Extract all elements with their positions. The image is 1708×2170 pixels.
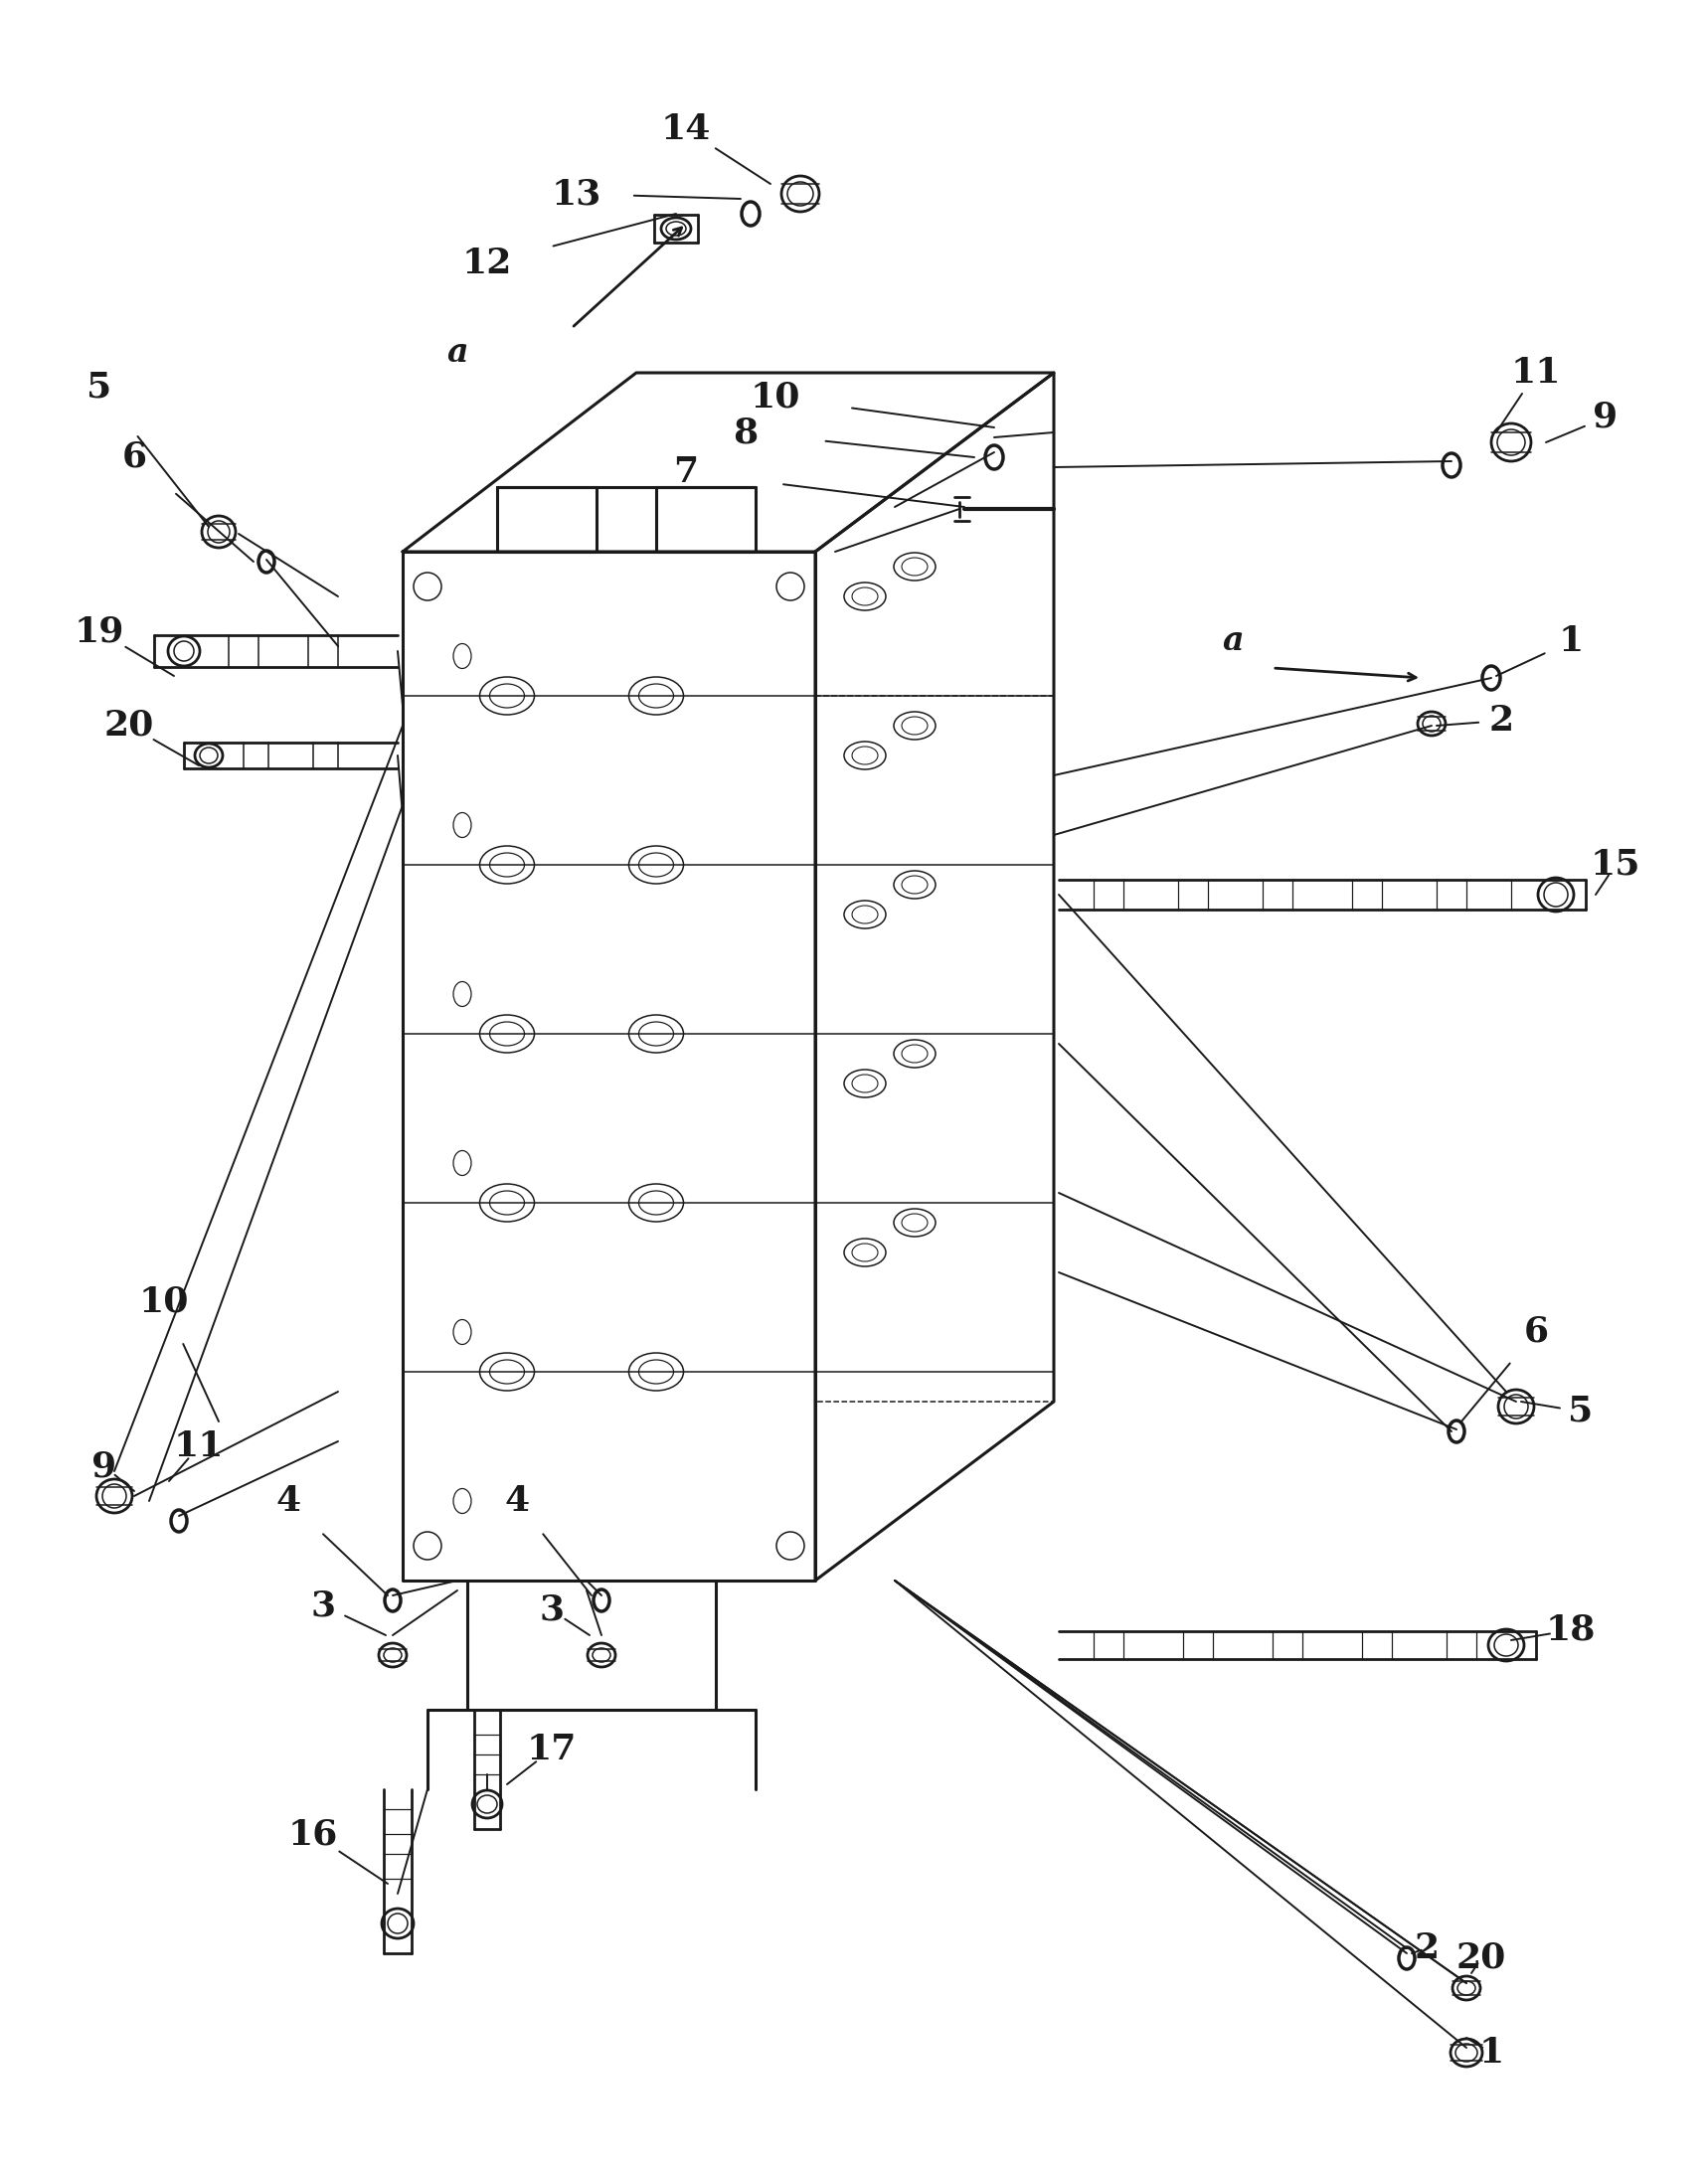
Text: 11: 11 bbox=[1512, 356, 1561, 391]
Text: 4: 4 bbox=[504, 1484, 529, 1517]
Text: 20: 20 bbox=[1457, 1942, 1506, 1975]
Text: 10: 10 bbox=[138, 1285, 190, 1319]
Text: a: a bbox=[1221, 625, 1243, 658]
Text: 10: 10 bbox=[750, 380, 801, 414]
Text: 20: 20 bbox=[104, 710, 154, 742]
Text: 16: 16 bbox=[289, 1816, 338, 1851]
Text: 14: 14 bbox=[661, 113, 711, 145]
Text: 13: 13 bbox=[552, 178, 601, 210]
Text: 6: 6 bbox=[1524, 1315, 1549, 1350]
Text: 4: 4 bbox=[275, 1484, 301, 1517]
Text: 1: 1 bbox=[1479, 2035, 1503, 2070]
Text: 15: 15 bbox=[1590, 848, 1641, 881]
Text: 11: 11 bbox=[174, 1430, 224, 1463]
Text: 18: 18 bbox=[1546, 1612, 1595, 1647]
Text: 1: 1 bbox=[1558, 625, 1583, 658]
Text: 7: 7 bbox=[673, 456, 699, 488]
Text: 3: 3 bbox=[540, 1593, 564, 1628]
Text: 8: 8 bbox=[733, 414, 758, 449]
Text: 5: 5 bbox=[1568, 1395, 1594, 1428]
Text: 5: 5 bbox=[87, 371, 113, 404]
Text: 17: 17 bbox=[526, 1732, 577, 1766]
Text: 2: 2 bbox=[1414, 1931, 1440, 1966]
Text: 2: 2 bbox=[1489, 703, 1513, 738]
Text: 12: 12 bbox=[463, 247, 512, 280]
Text: 6: 6 bbox=[121, 441, 147, 475]
Text: a: a bbox=[446, 336, 468, 369]
Text: 9: 9 bbox=[1594, 401, 1617, 434]
Text: 9: 9 bbox=[92, 1450, 116, 1482]
Text: 19: 19 bbox=[75, 614, 125, 649]
Text: 3: 3 bbox=[311, 1588, 335, 1623]
